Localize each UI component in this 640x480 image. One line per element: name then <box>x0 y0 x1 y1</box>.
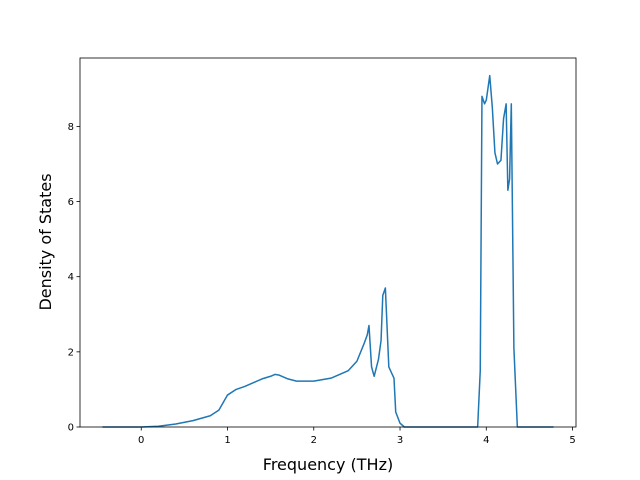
x-tick-label: 5 <box>569 435 575 446</box>
y-tick-label: 4 <box>68 272 74 283</box>
x-axis-label: Frequency (THz) <box>263 455 393 474</box>
x-tick-label: 0 <box>138 435 144 446</box>
y-axis-label: Density of States <box>36 173 55 310</box>
y-tick-label: 2 <box>68 347 74 358</box>
x-tick-label: 1 <box>224 435 230 446</box>
y-tick-label: 8 <box>68 122 74 133</box>
x-tick-label: 3 <box>397 435 403 446</box>
y-tick-label: 0 <box>68 423 74 434</box>
plot-frame <box>79 57 577 428</box>
x-tick-label: 2 <box>311 435 317 446</box>
line <box>102 74 554 428</box>
y-tick-label: 6 <box>68 197 74 208</box>
x-tick-label: 4 <box>483 435 489 446</box>
